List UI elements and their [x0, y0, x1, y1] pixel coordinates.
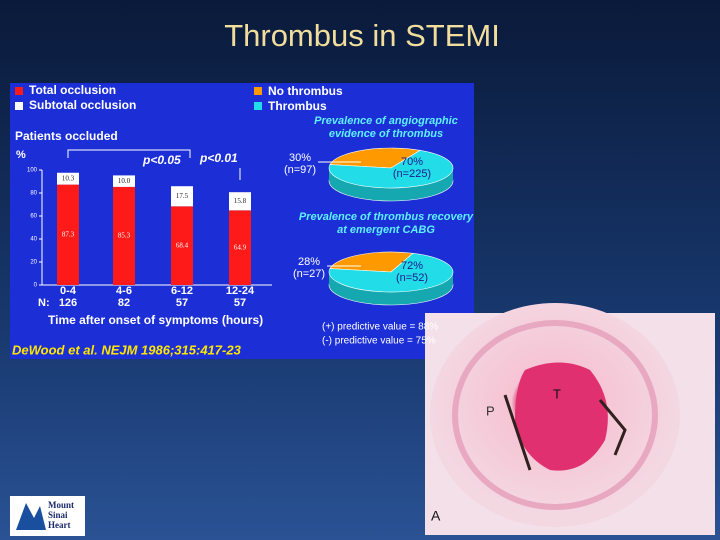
annotation: p<0.01 [199, 151, 238, 165]
x-tick-label: 4-6 [116, 285, 132, 297]
logo-mark [16, 503, 46, 530]
logo-text-box: Mount Sinai Heart [48, 500, 75, 530]
pie-slice [328, 252, 454, 293]
pie-title-box: Prevalence of angiographic evidence of t… [314, 115, 458, 140]
pie-value-label: 72% [401, 260, 423, 272]
bar-segment [229, 210, 251, 285]
n-value: 126 [59, 297, 77, 309]
pie-title: Prevalence of thrombus recovery at emerg… [298, 211, 474, 236]
logo: Mount Sinai Heart [48, 500, 75, 530]
significance-bracket [67, 149, 191, 158]
x-axis-label: Time after onset of symptoms (hours) [48, 313, 263, 327]
bar-segment [113, 175, 135, 187]
legend-label: Subtotal occlusion [29, 99, 137, 112]
citation: DeWood et al. NEJM 1986;315:417-23 [12, 342, 242, 357]
bar-value-label: 17.5 [176, 192, 189, 200]
bar-segment [57, 172, 79, 185]
pie-slice [328, 150, 454, 189]
legend-label: Thrombus [268, 99, 327, 113]
legend-label-box: Subtotal occlusion [29, 99, 137, 112]
legend-label-box: Total occlusion [29, 84, 117, 97]
y-tick-label: 20 [30, 260, 37, 266]
y-tick-label: 100 [27, 168, 38, 174]
predictive-value: (+) predictive value = 88% [322, 322, 438, 333]
x-tick-label: 12-24 [226, 285, 255, 297]
legend-swatch [15, 102, 23, 110]
annotation: p<0.05 [142, 153, 181, 167]
bar-segment [57, 184, 79, 285]
predictive-value: (-) predictive value = 75% [322, 336, 436, 347]
pie-slice [329, 147, 421, 169]
bar-value-label: 68.4 [176, 241, 189, 249]
pie-n-label: (n=97) [284, 164, 316, 176]
pie-value-label: 70% [401, 156, 423, 168]
bar-value-label: 15.8 [234, 197, 247, 205]
legend-swatch [15, 87, 23, 95]
bar-value-label: 87.3 [62, 230, 75, 238]
pie-title: Prevalence of angiographic evidence of t… [314, 115, 458, 140]
n-value: 57 [176, 297, 188, 309]
bar-value-label: 64.9 [234, 243, 247, 251]
pie-n-label: (n=52) [396, 272, 428, 284]
legend-label: Total occlusion [29, 84, 117, 97]
y-tick-label: 60 [30, 214, 37, 220]
bar-segment [171, 186, 193, 207]
pie-value-label: 30% [289, 152, 311, 164]
bar-segment [229, 192, 251, 211]
pie-n-label: (n=27) [293, 268, 325, 280]
slide-title: Thrombus in STEMI [224, 18, 500, 53]
legend-label: No thrombus [268, 84, 343, 98]
histology-label: P [486, 403, 495, 418]
histology-label: T [553, 386, 561, 401]
pie-title-box: Prevalence of thrombus recovery at emerg… [298, 211, 474, 236]
legend-swatch [254, 87, 262, 95]
bar-value-label: 10.0 [118, 177, 131, 185]
bar-value-label: 10.3 [62, 174, 75, 182]
chart-title: Patients occluded [15, 129, 118, 143]
legend-swatch [254, 102, 262, 110]
histology-label: A [431, 508, 441, 524]
x-tick-label: 6-12 [171, 285, 193, 297]
n-value: 82 [118, 297, 130, 309]
y-tick-label: 80 [30, 191, 37, 197]
bar-segment [113, 186, 135, 285]
histology-image [425, 303, 715, 535]
y-tick-label: 40 [30, 237, 37, 243]
y-tick-label: 0 [34, 283, 38, 289]
pie-value-label: 28% [298, 256, 320, 268]
x-tick-label: 0-4 [60, 285, 77, 297]
pie-n-label: (n=225) [393, 168, 431, 180]
bar-segment [171, 206, 193, 285]
n-label: N: [38, 297, 50, 309]
y-axis-label: % [16, 149, 26, 161]
n-value: 57 [234, 297, 246, 309]
bar-value-label: 85.3 [118, 232, 131, 240]
